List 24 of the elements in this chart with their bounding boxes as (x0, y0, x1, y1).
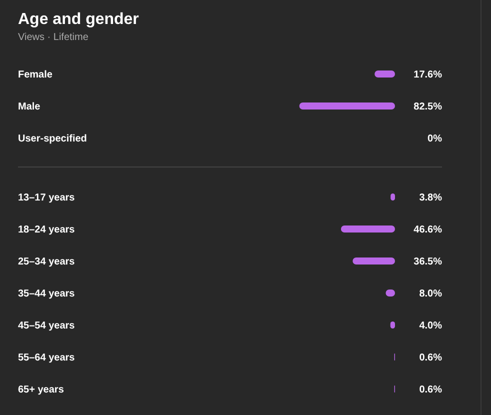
data-label: 8.0% (419, 288, 442, 300)
bar (340, 226, 395, 232)
data-label: 0.6% (419, 352, 442, 364)
y-tick-label: 35–44 years (18, 288, 76, 300)
y-tick-label: 45–54 years (18, 320, 76, 332)
y-tick-label: 13–17 years (18, 192, 76, 204)
data-label: 0% (428, 134, 442, 144)
y-tick-label: 65+ years (18, 384, 64, 396)
data-label: 82.5% (414, 102, 442, 112)
y-tick-label: User-specified (18, 134, 87, 144)
data-label: 4.0% (419, 320, 442, 332)
data-label: 46.6% (414, 224, 442, 236)
text: Age and gender (18, 11, 139, 28)
bar (352, 258, 395, 264)
data-label: 0.6% (419, 384, 442, 396)
data-label: 3.8% (419, 192, 442, 204)
text: Views · Lifetime (18, 32, 89, 43)
y-tick-label: 55–64 years (18, 352, 76, 364)
y-tick-label: Female (18, 70, 53, 80)
y-tick-label: Male (18, 102, 41, 112)
data-label: 36.5% (414, 256, 442, 268)
y-tick-label: 18–24 years (18, 224, 76, 236)
y-tick-label: 25–34 years (18, 256, 76, 268)
data-label: 17.6% (414, 70, 442, 80)
